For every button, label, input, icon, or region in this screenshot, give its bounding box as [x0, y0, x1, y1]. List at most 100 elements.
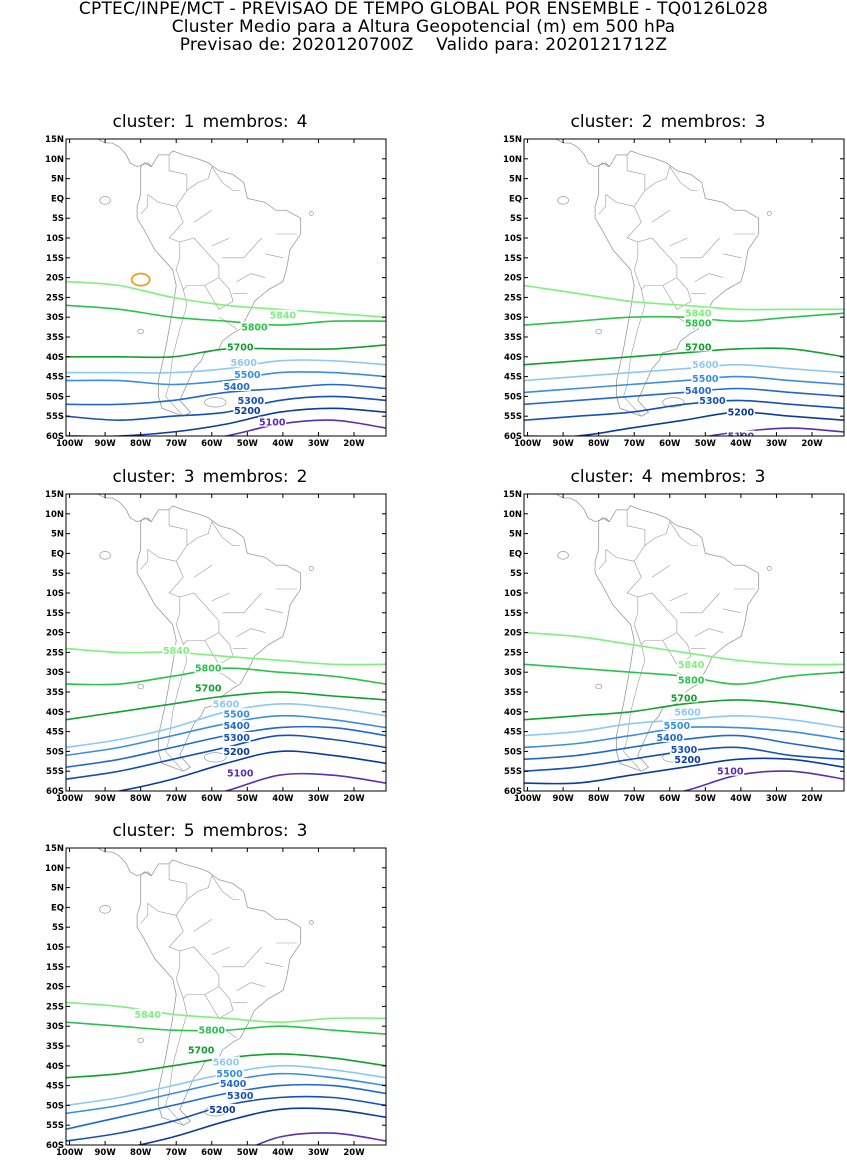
lat-tick-label: 25S — [46, 1002, 64, 1012]
contour-label-5800: 5800 — [241, 323, 268, 334]
lat-tick-label: 10S — [46, 234, 64, 244]
lat-tick-label: 40S — [46, 1062, 64, 1072]
lon-tick-label: 60W — [201, 439, 223, 449]
country-borders — [140, 509, 298, 772]
header-line-2: Cluster Medio para a Altura Geopotencial… — [171, 17, 676, 37]
lon-tick-label: 30W — [308, 1148, 330, 1158]
lat-tick-label: 35S — [46, 1042, 64, 1052]
cluster-number: 1 — [183, 112, 195, 132]
contour-label-5400: 5400 — [223, 721, 250, 732]
cluster-label: cluster: — [112, 821, 176, 841]
panel-title: cluster: 5 membros: 3 — [40, 821, 380, 841]
lat-tick-label: 15N — [45, 844, 64, 854]
lat-tick-label: 5S — [52, 569, 64, 579]
lat-tick-label: 5N — [509, 530, 522, 540]
contour-5300 — [524, 399, 844, 421]
lat-axis: 15N 10N 5N EQ 5S 10S 15S 20S 25S 30S 35S 40S 45S 50S 5… — [503, 135, 844, 442]
lon-tick-label: 20W — [801, 439, 823, 449]
lat-tick-label: 20S — [46, 983, 64, 993]
cluster-number: 3 — [183, 467, 195, 487]
lon-tick-label: 90W — [95, 794, 117, 804]
south-america-coastline — [136, 150, 302, 417]
lat-tick-label: 10N — [45, 864, 64, 874]
lon-tick-label: 40W — [272, 1148, 294, 1158]
cluster-number: 4 — [641, 467, 653, 487]
contour-5500 — [66, 371, 386, 386]
contour-5840 — [66, 280, 386, 318]
membros-label: membros: — [202, 112, 289, 132]
contour-label-5700: 5700 — [227, 342, 254, 353]
lon-tick-label: 60W — [201, 1148, 223, 1158]
contour-label-5300: 5300 — [238, 396, 265, 407]
lat-tick-label: 5S — [510, 214, 522, 224]
islands — [99, 551, 314, 763]
lon-tick-label: 40W — [272, 794, 294, 804]
lon-tick-label: 70W — [166, 439, 188, 449]
cluster-number: 2 — [641, 112, 653, 132]
contour-5840 — [66, 1001, 386, 1024]
lat-tick-label: 25S — [504, 293, 522, 303]
contour-5840 — [524, 284, 844, 311]
contour-label-5100: 5100 — [717, 767, 744, 778]
cluster-number: 5 — [183, 821, 195, 841]
contour-label-5700: 5700 — [195, 684, 222, 695]
lat-tick-label: 45S — [504, 373, 522, 383]
membros-count: 4 — [296, 112, 308, 132]
contour-5200 — [524, 411, 844, 436]
cluster-panel-2: cluster: 2 membros: 3 5840 5800 5700 5600 5500 54… — [498, 112, 845, 449]
lon-tick-label: 20W — [343, 794, 365, 804]
lon-axis: 100W 90W 80W 70W 60W 50W 40W 30W 20W — [56, 139, 365, 449]
lat-tick-label: 50S — [46, 747, 64, 757]
contour-5900-closed — [130, 272, 151, 287]
contour-label-5500: 5500 — [216, 1069, 243, 1080]
geopotential-map: 58405800570056005500540053005200510015N1… — [45, 490, 387, 804]
lon-tick-label: 50W — [237, 1148, 259, 1158]
lat-tick-label: 10S — [46, 589, 64, 599]
lon-tick-label: 90W — [553, 439, 575, 449]
lat-tick-label: 55S — [504, 412, 522, 422]
lon-tick-label: 40W — [730, 794, 752, 804]
contour-5800 — [66, 1021, 386, 1035]
lat-tick-label: 25S — [46, 293, 64, 303]
lat-tick-label: 10N — [503, 510, 522, 520]
geopotential-map: 58405800570056005500540053005200510015N1… — [45, 135, 387, 449]
figure-header: CPTEC/INPE/MCT - PREVISAO DE TEMPO GLOBA… — [0, 0, 847, 54]
contour-5600 — [66, 359, 386, 374]
lon-tick-label: 80W — [130, 1148, 152, 1158]
lat-tick-label: 30S — [504, 313, 522, 323]
central-america-coastline — [555, 494, 610, 523]
lon-tick-label: 30W — [766, 794, 788, 804]
lon-tick-label: 80W — [130, 794, 152, 804]
lon-tick-label: 80W — [130, 439, 152, 449]
lat-tick-label: 50S — [46, 1101, 64, 1111]
contour-5100 — [680, 770, 844, 791]
lat-tick-label: 10S — [504, 589, 522, 599]
lat-tick-label: 40S — [46, 708, 64, 718]
lon-axis: 100W 90W 80W 70W 60W 50W 40W 30W 20W — [56, 494, 365, 804]
lon-tick-label: 50W — [237, 794, 259, 804]
membros-label: membros: — [660, 112, 747, 132]
lat-tick-label: EQ — [509, 549, 522, 559]
contour-label-5840: 5840 — [685, 309, 712, 320]
contour-label-5500: 5500 — [223, 709, 250, 720]
lat-tick-label: 15S — [46, 963, 64, 973]
lat-tick-label: 30S — [46, 668, 64, 678]
lon-tick-label: 100W — [56, 439, 84, 449]
lat-tick-label: 30S — [46, 313, 64, 323]
lat-tick-label: 35S — [46, 688, 64, 698]
lat-tick-label: EQ — [51, 903, 64, 913]
contour-5100 — [221, 419, 386, 436]
membros-label: membros: — [202, 821, 289, 841]
contour-label-5800: 5800 — [685, 319, 712, 330]
lat-tick-label: 25S — [504, 648, 522, 658]
contour-5300 — [66, 395, 386, 422]
geopotential-map: 58405800570056005500540053005200510015N1… — [503, 135, 845, 449]
lon-tick-label: 30W — [308, 794, 330, 804]
lon-tick-label: 60W — [201, 794, 223, 804]
lat-tick-label: 40S — [504, 353, 522, 363]
